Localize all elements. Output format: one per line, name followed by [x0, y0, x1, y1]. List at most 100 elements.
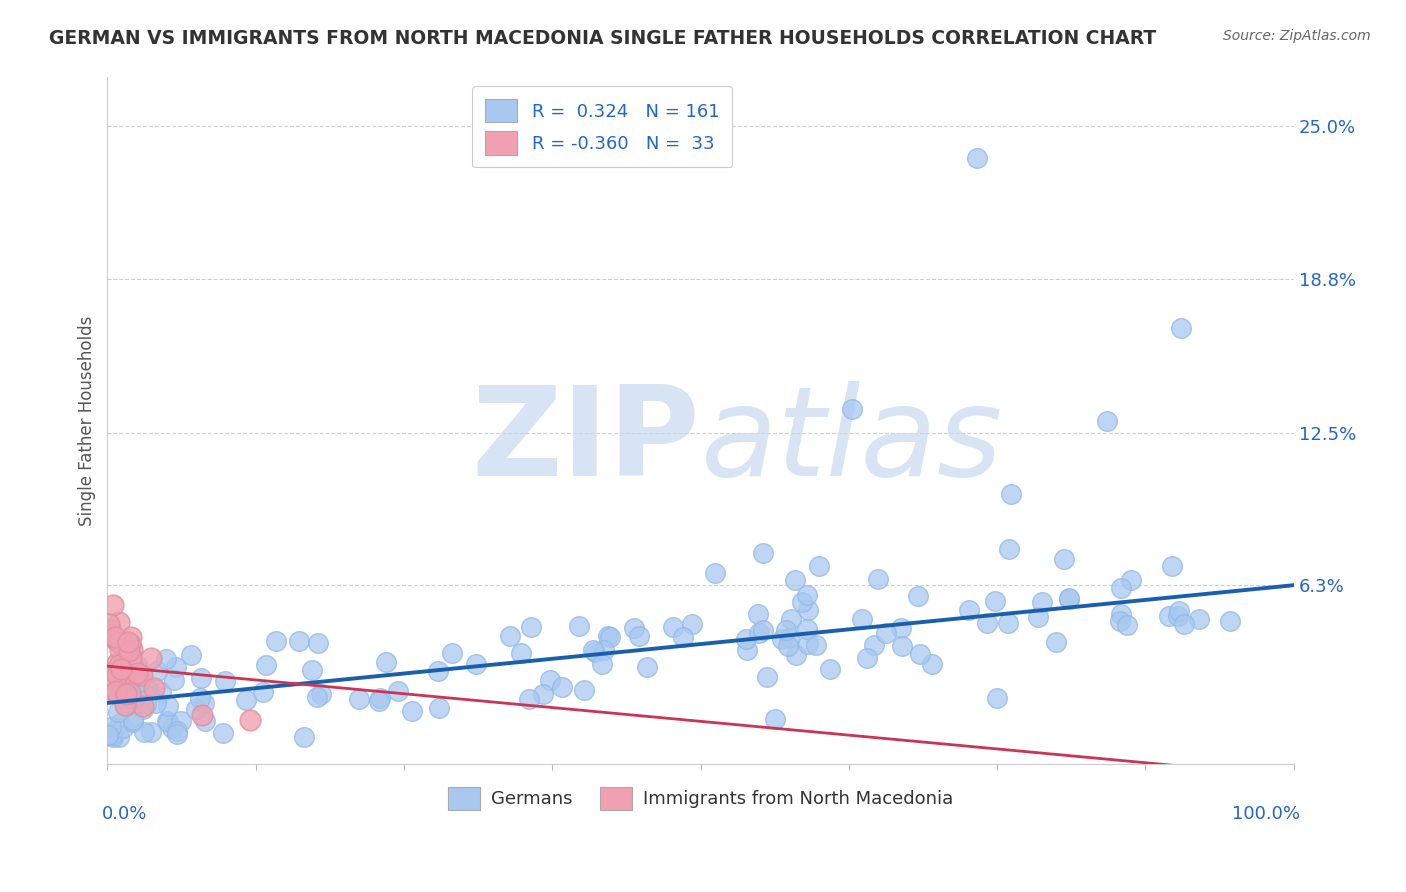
Point: [145, 697, 167, 711]
Point: [582, 643, 605, 657]
Point: [426, 664, 449, 678]
Point: [374, 656, 396, 670]
Point: [574, 683, 596, 698]
Point: [591, 657, 613, 671]
Point: [110, 675, 132, 690]
Point: [1119, 573, 1142, 587]
Point: [1157, 609, 1180, 624]
Point: [131, 668, 153, 682]
Point: [598, 630, 620, 644]
Point: [747, 607, 769, 622]
Point: [122, 714, 145, 729]
Point: [136, 683, 159, 698]
Point: [1116, 617, 1139, 632]
Point: [1057, 591, 1080, 606]
Point: [120, 630, 142, 644]
Point: [266, 634, 288, 648]
Point: [156, 714, 179, 728]
Point: [734, 632, 756, 647]
Point: [149, 685, 172, 699]
Point: [112, 670, 135, 684]
Point: [111, 671, 134, 685]
Point: [796, 622, 818, 636]
Point: [115, 687, 138, 701]
Point: [966, 152, 988, 166]
Point: [107, 705, 129, 719]
Point: [104, 686, 127, 700]
Point: [1109, 607, 1132, 621]
Point: [121, 641, 143, 656]
Point: [186, 702, 208, 716]
Point: [349, 692, 371, 706]
Point: [139, 725, 162, 739]
Point: [703, 566, 725, 580]
Point: [851, 612, 873, 626]
Point: [104, 632, 127, 647]
Text: GERMAN VS IMMIGRANTS FROM NORTH MACEDONIA SINGLE FATHER HOUSEHOLDS CORRELATION C: GERMAN VS IMMIGRANTS FROM NORTH MACEDONI…: [49, 29, 1157, 47]
Point: [863, 638, 886, 652]
Text: ZIP: ZIP: [472, 381, 700, 502]
Point: [875, 626, 897, 640]
Point: [1161, 558, 1184, 573]
Point: [125, 658, 148, 673]
Point: [797, 603, 820, 617]
Point: [785, 574, 807, 588]
Point: [855, 651, 877, 665]
Y-axis label: Single Father Households: Single Father Households: [79, 316, 96, 526]
Point: [120, 650, 142, 665]
Point: [132, 701, 155, 715]
Point: [101, 730, 124, 744]
Point: [101, 669, 124, 683]
Point: [103, 664, 125, 678]
Point: [165, 660, 187, 674]
Point: [170, 714, 193, 729]
Point: [779, 632, 801, 646]
Point: [107, 657, 129, 671]
Point: [440, 646, 463, 660]
Point: [907, 589, 929, 603]
Point: [387, 684, 409, 698]
Point: [118, 644, 141, 658]
Point: [107, 681, 129, 695]
Point: [214, 673, 236, 688]
Point: [517, 692, 540, 706]
Point: [796, 588, 818, 602]
Point: [984, 593, 1007, 607]
Point: [100, 622, 122, 636]
Point: [921, 657, 943, 672]
Point: [311, 687, 333, 701]
Point: [599, 630, 621, 644]
Point: [114, 640, 136, 654]
Point: [1219, 614, 1241, 628]
Point: [627, 629, 650, 643]
Point: [135, 698, 157, 712]
Point: [135, 682, 157, 697]
Point: [748, 625, 770, 640]
Point: [301, 663, 323, 677]
Point: [305, 690, 328, 704]
Point: [1167, 604, 1189, 618]
Point: [108, 672, 131, 686]
Point: [105, 684, 128, 698]
Point: [120, 686, 142, 700]
Point: [117, 635, 139, 649]
Point: [1170, 320, 1192, 334]
Point: [307, 636, 329, 650]
Point: [132, 698, 155, 713]
Point: [143, 681, 166, 695]
Point: [110, 639, 132, 653]
Point: [110, 668, 132, 682]
Point: [108, 615, 131, 629]
Point: [288, 634, 311, 648]
Point: [1031, 595, 1053, 609]
Point: [1000, 487, 1022, 501]
Point: [110, 681, 132, 696]
Point: [997, 615, 1019, 630]
Point: [146, 664, 169, 678]
Point: [103, 598, 125, 612]
Point: [134, 725, 156, 739]
Point: [121, 713, 143, 727]
Point: [110, 662, 132, 676]
Point: [190, 671, 212, 685]
Point: [797, 638, 820, 652]
